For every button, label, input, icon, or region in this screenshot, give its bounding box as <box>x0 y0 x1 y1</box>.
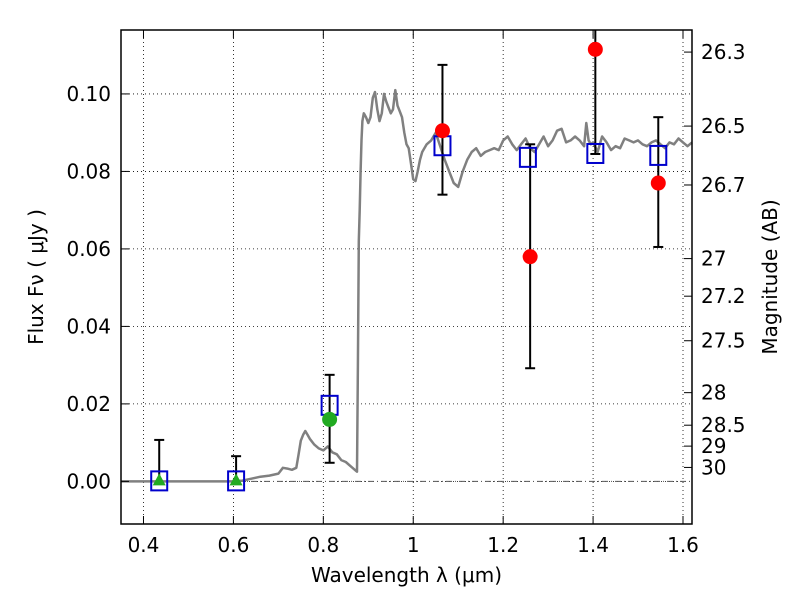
x-tick-label: 0.4 <box>128 533 160 557</box>
observed-point <box>587 41 603 57</box>
right-tick-label: 27.5 <box>701 329 746 353</box>
x-tick-label: 0.6 <box>217 533 249 557</box>
right-axis-label: Magnitude (AB) <box>758 199 782 354</box>
upper-limit-triangle <box>152 473 166 486</box>
x-tick-label: 1 <box>407 533 420 557</box>
right-tick-label: 26.7 <box>701 173 746 197</box>
x-tick-label: 1.6 <box>667 533 699 557</box>
y-axis-label: Flux Fν ( μJy ) <box>24 209 48 345</box>
model-photometry-square <box>518 146 537 168</box>
y-tick-label: 0.08 <box>66 159 111 183</box>
observed-photometry <box>152 41 666 486</box>
right-tick-label: 29 <box>701 434 726 458</box>
right-tick-label: 26.3 <box>701 40 746 64</box>
errorbars <box>154 30 664 482</box>
model-photometry <box>150 135 668 492</box>
axis-ticks: 0.4 0.6 0.8 1 1.2 1.4 1.6 0.00 0.02 0.04 0.06 0.08 0… <box>66 30 746 557</box>
y-tick-label: 0.00 <box>66 469 111 493</box>
x-tick-label: 0.8 <box>307 533 339 557</box>
model-sed <box>121 88 693 483</box>
y-tick-label: 0.02 <box>66 392 111 416</box>
model-sed-line <box>121 88 693 483</box>
x-tick-label: 1.2 <box>487 533 519 557</box>
observed-point <box>650 175 666 191</box>
plot-frame <box>120 29 693 525</box>
right-tick-label: 28.5 <box>701 413 746 437</box>
right-tick-label: 26.5 <box>701 114 746 138</box>
model-photometry-square <box>649 144 668 166</box>
right-tick-label: 28 <box>701 381 726 405</box>
model-photometry-square <box>227 470 246 492</box>
grid <box>121 30 692 524</box>
model-photometry-square <box>586 142 605 164</box>
x-tick-label: 1.4 <box>577 533 609 557</box>
x-axis-label: Wavelength λ (μm) <box>311 563 502 587</box>
observed-point <box>434 123 450 139</box>
observed-point <box>322 411 338 427</box>
upper-limit-triangle <box>229 473 243 486</box>
observed-point <box>522 249 538 265</box>
model-photometry-square <box>150 470 169 492</box>
y-tick-label: 0.06 <box>66 237 111 261</box>
y-tick-label: 0.04 <box>66 314 111 338</box>
y-tick-label: 0.10 <box>66 82 111 106</box>
right-tick-label: 27.2 <box>701 284 746 308</box>
right-tick-label: 30 <box>701 455 726 479</box>
right-tick-label: 27 <box>701 247 726 271</box>
